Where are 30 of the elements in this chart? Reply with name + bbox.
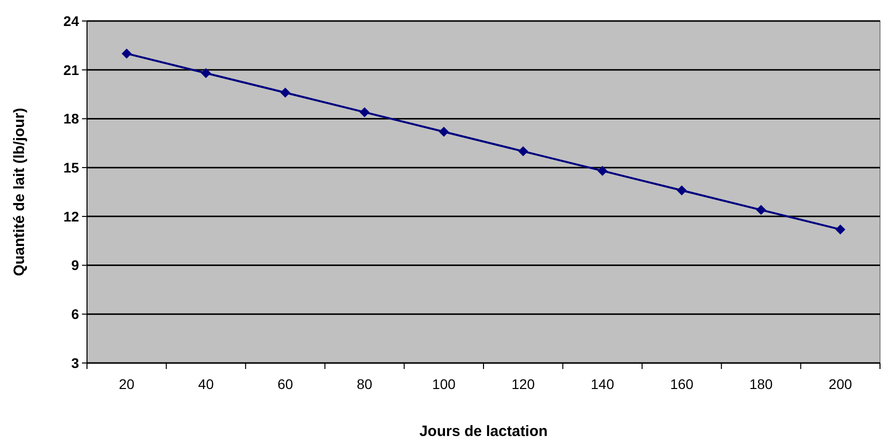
x-tick-label: 160 — [670, 376, 694, 392]
x-tick-label: 140 — [590, 376, 614, 392]
point — [360, 107, 370, 118]
point — [280, 88, 290, 98]
y-tick-label: 21 — [63, 62, 80, 78]
x-tick-label: 40 — [198, 376, 214, 392]
x-axis-title: Jours de lactation — [419, 423, 548, 440]
x-tick-label: 200 — [828, 376, 852, 392]
x-tick-label: 60 — [277, 376, 294, 392]
x-tick-label: 80 — [356, 376, 373, 392]
y-tick-label: 15 — [63, 159, 80, 176]
point — [518, 146, 528, 156]
y-axis-title: Quantité de lait (lb/jour) — [11, 108, 28, 276]
y-tick-label: 24 — [63, 12, 80, 29]
x-tick-label: 180 — [749, 376, 773, 392]
point — [835, 224, 846, 234]
y-tick-label: 9 — [71, 257, 80, 274]
point — [200, 68, 211, 78]
y-tick-label: 3 — [71, 354, 80, 371]
point — [438, 126, 449, 137]
x-tick-label: 100 — [432, 376, 456, 392]
x-tick-label: 20 — [118, 376, 135, 392]
point — [597, 166, 608, 176]
point — [756, 204, 766, 215]
x-tick-label: 120 — [511, 376, 536, 392]
point — [122, 48, 132, 59]
y-tick-label: 12 — [63, 208, 80, 224]
point — [676, 185, 687, 196]
y-tick-label: 18 — [63, 110, 80, 127]
y-tick-label: 6 — [71, 306, 80, 322]
